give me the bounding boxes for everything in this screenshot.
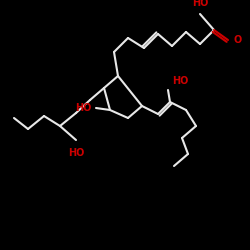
Text: O: O — [234, 35, 242, 45]
Text: HO: HO — [172, 76, 188, 86]
Text: HO: HO — [192, 0, 208, 8]
Text: HO: HO — [68, 148, 84, 158]
Text: HO: HO — [76, 103, 92, 113]
